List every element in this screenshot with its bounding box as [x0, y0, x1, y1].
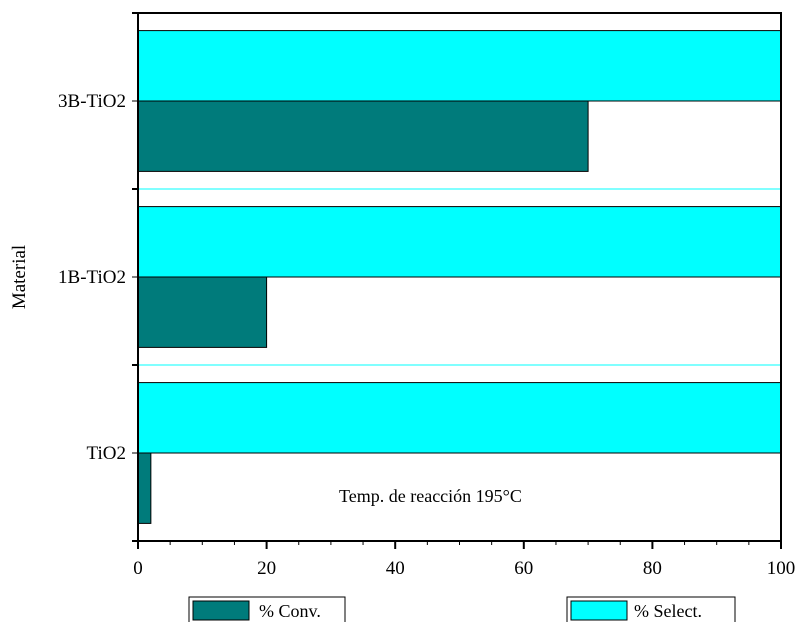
x-tick-label: 100 — [767, 558, 796, 579]
y-tick-label: 3B-TiO2 — [58, 91, 126, 112]
x-axis-ticks: 0 20 40 60 80 100 — [133, 541, 795, 579]
bar-conv-1B-TiO2 — [137, 276, 268, 348]
x-tick-label: 40 — [386, 558, 405, 579]
bar-select-3B-TiO2 — [137, 30, 782, 102]
chart-annotation: Temp. de reacción 195°C — [339, 486, 522, 506]
bar-select-1B-TiO2 — [137, 206, 782, 278]
bar-conv-TiO2 — [137, 452, 152, 524]
bar-select-TiO2 — [137, 382, 782, 454]
y-tick-label: TiO2 — [87, 443, 126, 464]
x-tick-label: 20 — [257, 558, 276, 579]
bar-conv-3B-TiO2 — [137, 100, 589, 172]
legend-label: % Select. — [634, 601, 702, 621]
plot-area: 0 20 40 60 80 100 TiO2 1B-TiO2 3B-TiO2 — [58, 12, 795, 579]
legend-swatch — [570, 600, 628, 621]
category-separators — [138, 188, 781, 366]
x-tick-label: 80 — [643, 558, 662, 579]
bars — [137, 30, 782, 524]
legend: % Conv. % Select. — [188, 596, 736, 622]
x-tick-label: 60 — [514, 558, 533, 579]
y-tick-label: 1B-TiO2 — [58, 267, 126, 288]
y-axis-ticks: TiO2 1B-TiO2 3B-TiO2 — [58, 12, 138, 542]
x-tick-label: 0 — [133, 558, 143, 579]
y-axis-title: Material — [9, 245, 30, 309]
legend-swatch — [192, 600, 250, 621]
legend-label: % Conv. — [259, 601, 321, 621]
